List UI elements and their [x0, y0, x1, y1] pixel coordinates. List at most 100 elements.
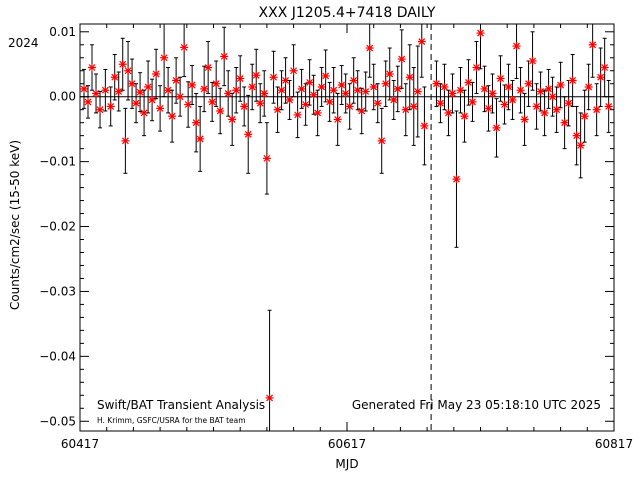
asterisk-stroke	[128, 80, 136, 88]
asterisk-stroke	[513, 42, 520, 50]
data-point	[232, 66, 241, 114]
data-point	[136, 72, 145, 113]
asterisk-stroke	[338, 81, 346, 89]
data-point	[325, 81, 334, 122]
data-point	[118, 37, 127, 91]
data-point	[172, 57, 181, 104]
y-tick-label: −0.04	[39, 349, 76, 363]
asterisk-stroke	[196, 135, 204, 143]
data-point	[180, 24, 189, 78]
data-point	[488, 73, 497, 114]
data-point	[269, 50, 278, 104]
data-point	[552, 86, 561, 133]
asterisk-stroke	[342, 90, 350, 97]
data-point	[144, 60, 153, 114]
asterisk-stroke	[346, 103, 354, 110]
asterisk-stroke	[290, 67, 298, 75]
data-point	[448, 73, 457, 114]
x-tick-label: 60817	[595, 437, 633, 451]
asterisk-stroke	[457, 86, 464, 94]
data-point	[240, 86, 249, 127]
asterisk-stroke	[565, 99, 573, 107]
data-point	[337, 65, 346, 105]
data-point	[220, 26, 229, 87]
data-point	[544, 68, 553, 109]
data-point	[160, 24, 169, 98]
asterisk-stroke	[449, 90, 456, 97]
asterisk-stroke	[192, 119, 200, 127]
asterisk-stroke	[545, 85, 553, 93]
y-tick-label: −0.03	[39, 284, 76, 298]
asterisk-stroke	[382, 80, 390, 88]
asterisk-stroke	[378, 137, 386, 145]
data-point	[329, 66, 338, 114]
asterisk-stroke	[593, 106, 601, 114]
data-point	[576, 112, 585, 179]
data-point	[132, 83, 141, 124]
asterisk-stroke	[541, 109, 549, 117]
data-point	[110, 54, 119, 101]
data-point	[224, 70, 233, 117]
asterisk-stroke	[188, 81, 196, 89]
data-point	[492, 98, 501, 158]
data-point	[216, 87, 225, 135]
asterisk-stroke	[605, 103, 613, 110]
asterisk-stroke	[96, 106, 104, 114]
data-point	[588, 24, 597, 78]
data-point	[349, 57, 358, 104]
data-point	[333, 92, 342, 146]
data-point	[572, 105, 581, 166]
data-point	[196, 105, 205, 172]
asterisk-stroke	[469, 98, 476, 106]
asterisk-stroke	[119, 60, 127, 68]
asterisk-stroke	[208, 98, 216, 106]
data-point	[128, 58, 137, 109]
asterisk-stroke	[370, 83, 378, 91]
asterisk-stroke	[256, 99, 264, 107]
data-point	[236, 55, 245, 102]
data-point	[365, 24, 374, 78]
asterisk-stroke	[101, 86, 109, 94]
asterisk-stroke	[266, 394, 273, 402]
asterisk-stroke	[236, 75, 244, 82]
data-point	[516, 66, 525, 114]
asterisk-stroke	[418, 38, 426, 45]
data-point	[596, 47, 605, 107]
data-point	[92, 73, 101, 114]
asterisk-stroke	[569, 77, 577, 84]
x-axis-label: MJD	[335, 457, 358, 471]
asterisk-stroke	[160, 54, 168, 62]
asterisk-stroke	[350, 77, 358, 84]
asterisk-stroke	[386, 70, 394, 78]
data-point	[88, 44, 97, 91]
asterisk-stroke	[398, 55, 406, 63]
y-tick-label: −0.05	[39, 414, 76, 428]
data-point	[248, 63, 257, 111]
data-point	[84, 85, 93, 119]
asterisk-stroke	[232, 86, 240, 94]
data-point	[101, 68, 110, 112]
asterisk-stroke	[402, 106, 410, 114]
data-point	[309, 74, 318, 115]
data-point	[381, 60, 390, 107]
data-point	[341, 73, 350, 114]
data-point	[262, 122, 271, 195]
data-point	[357, 87, 366, 135]
data-point	[369, 63, 378, 111]
asterisk-stroke	[406, 73, 414, 81]
asterisk-stroke	[184, 101, 192, 108]
asterisk-stroke	[461, 112, 468, 120]
asterisk-stroke	[433, 80, 440, 88]
data-point	[568, 54, 577, 107]
data-point	[265, 309, 274, 431]
asterisk-stroke	[581, 112, 589, 120]
asterisk-stroke	[358, 107, 366, 115]
data-point	[604, 79, 613, 133]
data-point	[156, 85, 165, 132]
asterisk-stroke	[200, 85, 208, 93]
data-point	[393, 65, 402, 113]
asterisk-stroke	[533, 103, 540, 110]
data-point	[580, 89, 589, 143]
data-point	[277, 70, 286, 111]
